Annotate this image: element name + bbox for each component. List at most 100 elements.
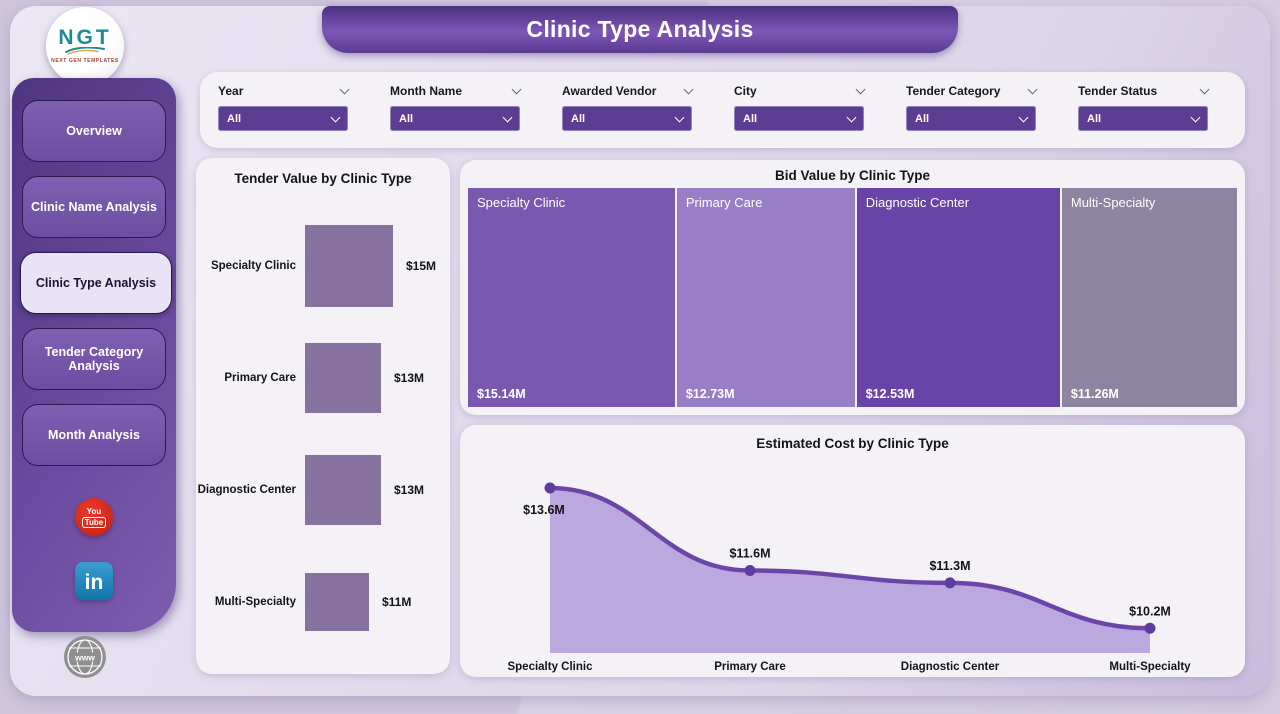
data-point-primary-care[interactable] bbox=[744, 565, 756, 576]
chevron-down-icon bbox=[1190, 112, 1201, 122]
bar-category-label: Primary Care bbox=[224, 372, 296, 384]
bar-row-multi-specialty: Multi-Specialty $11M bbox=[196, 546, 450, 658]
bar-mark-multi-specialty[interactable] bbox=[305, 573, 369, 631]
filter-label: Tender Category bbox=[906, 84, 1001, 98]
logo-caption: NEXT GEN TEMPLATES bbox=[51, 58, 119, 64]
linkedin-icon[interactable]: in bbox=[75, 562, 113, 600]
page-title-banner: Clinic Type Analysis bbox=[322, 6, 958, 53]
sidebar-item-month-analysis[interactable]: Month Analysis bbox=[22, 404, 166, 466]
bar-mark-specialty-clinic[interactable] bbox=[305, 225, 393, 307]
tender-value-chart: Specialty Clinic $15M Primary Care $13M Diag… bbox=[196, 210, 450, 658]
chevron-down-icon[interactable] bbox=[511, 84, 522, 95]
point-value-label: $13.6M bbox=[523, 503, 565, 517]
logo-swoosh-icon bbox=[65, 47, 105, 55]
filter-group-month-name: Month Name All bbox=[390, 83, 522, 131]
estimated-cost-chart: $13.6M Specialty Clinic $11.6M Primary Care… bbox=[507, 482, 1191, 673]
filter-group-city: City All bbox=[734, 83, 866, 131]
filter-label: Awarded Vendor bbox=[562, 84, 657, 98]
youtube-icon[interactable]: You Tube bbox=[75, 498, 113, 536]
filter-dropdown-tender-category[interactable]: All bbox=[906, 106, 1036, 131]
treemap-segment-multi-specialty[interactable]: Multi-Specialty $11.26M bbox=[1061, 188, 1238, 407]
filter-label: Month Name bbox=[390, 84, 462, 98]
filter-value: All bbox=[915, 112, 930, 125]
filter-header: City bbox=[734, 83, 866, 99]
treemap-category-label: Primary Care bbox=[685, 195, 763, 210]
chevron-down-icon bbox=[846, 112, 857, 122]
bar-row-specialty-clinic: Specialty Clinic $15M bbox=[196, 210, 450, 322]
filter-dropdown-month-name[interactable]: All bbox=[390, 106, 520, 131]
page-title: Clinic Type Analysis bbox=[526, 16, 754, 42]
website-globe-icon[interactable]: www bbox=[62, 634, 108, 680]
sidebar-item-overview[interactable]: Overview bbox=[22, 100, 166, 162]
chevron-down-icon bbox=[502, 112, 513, 122]
bar-row-primary-care: Primary Care $13M bbox=[196, 322, 450, 434]
filter-dropdown-city[interactable]: All bbox=[734, 106, 864, 131]
bar-value-label: $11M bbox=[382, 595, 412, 609]
filter-value: All bbox=[1087, 112, 1102, 125]
treemap-value-label: $11.26M bbox=[1070, 387, 1119, 401]
data-point-diagnostic-center[interactable] bbox=[944, 577, 956, 589]
treemap-value-label: $15.14M bbox=[477, 387, 526, 401]
filter-label: Tender Status bbox=[1078, 84, 1158, 98]
logo-text: NGT bbox=[58, 26, 112, 49]
bar-mark-primary-care[interactable] bbox=[305, 343, 381, 413]
dashboard-canvas: Clinic Type Analysis NGT NEXT GEN TEMPLA… bbox=[10, 6, 1270, 696]
filter-bar: Year All Month Name All Awarded Vendor All Cit… bbox=[200, 72, 1245, 148]
filter-header: Month Name bbox=[390, 83, 522, 99]
data-point-multi-specialty[interactable] bbox=[1144, 622, 1156, 634]
treemap-category-label: Diagnostic Center bbox=[865, 195, 970, 210]
treemap-segment-diagnostic-center[interactable]: Diagnostic Center $12.53M bbox=[856, 188, 1060, 407]
bar-category-label: Multi-Specialty bbox=[214, 596, 296, 608]
filter-value: All bbox=[743, 112, 758, 125]
chart-title: Tender Value by Clinic Type bbox=[234, 171, 412, 186]
bid-value-treemap: Specialty Clinic $15.14M Primary Care $12.7… bbox=[468, 188, 1238, 407]
filter-dropdown-year[interactable]: All bbox=[218, 106, 348, 131]
filter-label: City bbox=[734, 84, 757, 98]
filter-header: Tender Status bbox=[1078, 83, 1210, 99]
treemap-segment-specialty-clinic[interactable]: Specialty Clinic $15.14M bbox=[468, 188, 675, 407]
chevron-down-icon[interactable] bbox=[339, 84, 350, 95]
sidebar: Overview Clinic Name Analysis Clinic Type … bbox=[12, 78, 176, 632]
filter-header: Tender Category bbox=[906, 83, 1038, 99]
chevron-down-icon[interactable] bbox=[855, 84, 866, 95]
filter-header: Year bbox=[218, 83, 350, 99]
chevron-down-icon[interactable] bbox=[683, 84, 694, 95]
chart-title: Estimated Cost by Clinic Type bbox=[756, 436, 949, 451]
filter-value: All bbox=[571, 112, 586, 125]
treemap-value-label: $12.73M bbox=[685, 387, 735, 401]
chevron-down-icon[interactable] bbox=[1027, 84, 1038, 95]
trend-line bbox=[547, 485, 1153, 631]
point-value-label: $11.3M bbox=[929, 559, 970, 573]
chart-title: Bid Value by Clinic Type bbox=[774, 168, 931, 183]
bar-row-diagnostic-center: Diagnostic Center $13M bbox=[196, 434, 450, 546]
filter-group-tender-category: Tender Category All bbox=[906, 83, 1038, 131]
sidebar-item-clinic-type-analysis[interactable]: Clinic Type Analysis bbox=[20, 252, 172, 314]
chevron-down-icon[interactable] bbox=[1199, 84, 1210, 95]
filter-dropdown-tender-status[interactable]: All bbox=[1078, 106, 1208, 131]
filter-value: All bbox=[399, 112, 414, 125]
data-point-specialty-clinic[interactable] bbox=[544, 482, 556, 494]
x-axis-label: Multi-Specialty bbox=[1109, 661, 1191, 673]
linkedin-label: in bbox=[84, 571, 104, 594]
treemap-category-label: Specialty Clinic bbox=[477, 195, 566, 210]
filter-dropdown-awarded-vendor[interactable]: All bbox=[562, 106, 692, 131]
bar-mark-diagnostic-center[interactable] bbox=[305, 455, 381, 525]
filter-group-awarded-vendor: Awarded Vendor All bbox=[562, 83, 694, 131]
chevron-down-icon bbox=[1018, 112, 1029, 122]
treemap-category-label: Multi-Specialty bbox=[1070, 195, 1156, 210]
area-fill bbox=[550, 488, 1150, 653]
sidebar-item-clinic-name-analysis[interactable]: Clinic Name Analysis bbox=[22, 176, 166, 238]
treemap-value-label: $12.53M bbox=[865, 387, 915, 401]
bar-value-label: $13M bbox=[394, 483, 425, 497]
tender-value-panel: Tender Value by Clinic Type Specialty Cl… bbox=[196, 158, 450, 674]
sidebar-item-tender-category-analysis[interactable]: Tender Category Analysis bbox=[22, 328, 166, 390]
filter-group-year: Year All bbox=[218, 83, 350, 131]
ngt-logo: NGT NEXT GEN TEMPLATES bbox=[46, 7, 124, 85]
bar-category-label: Specialty Clinic bbox=[210, 260, 296, 272]
bar-category-label: Diagnostic Center bbox=[197, 484, 296, 496]
x-axis-label: Primary Care bbox=[714, 661, 786, 673]
treemap-segment-primary-care[interactable]: Primary Care $12.73M bbox=[676, 188, 855, 407]
filter-value: All bbox=[227, 112, 242, 125]
filter-label: Year bbox=[218, 84, 244, 98]
filter-group-tender-status: Tender Status All bbox=[1078, 83, 1210, 131]
